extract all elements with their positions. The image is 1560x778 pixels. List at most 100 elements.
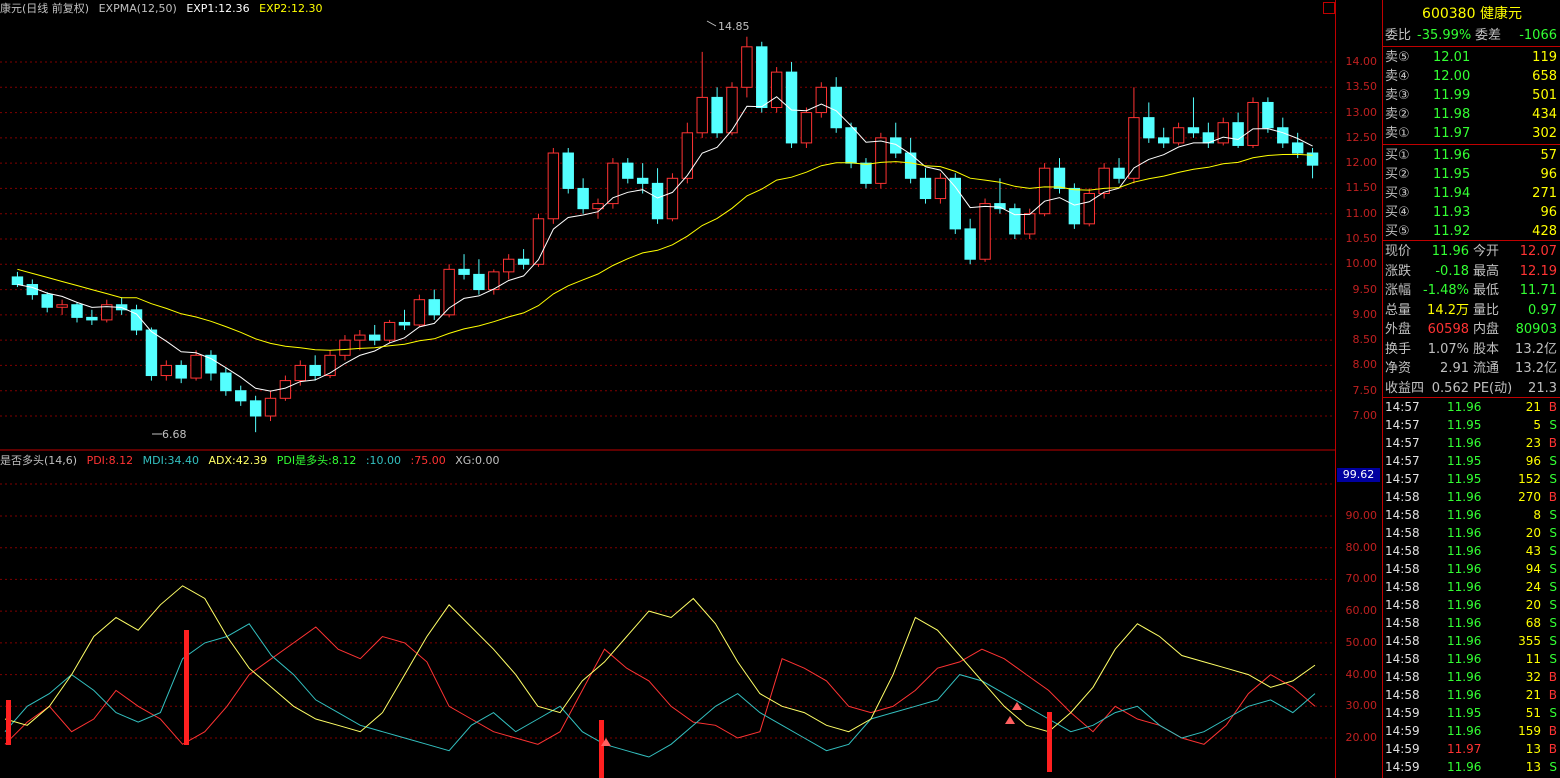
stat-label: 最低 [1473,283,1500,298]
tick-time: 14:58 [1385,508,1420,522]
mdi-label: MDI:34.40 [142,454,200,467]
sell-level-label: 卖① [1385,126,1410,141]
tick-price: 11.96 [1447,508,1482,522]
candle-body [830,86,842,129]
candle-body [86,316,98,321]
signal-bar [599,720,604,778]
buy-level-volume: 271 [1532,186,1557,201]
tick-volume: 355 [1518,634,1541,648]
stat-label: 外盘 [1385,322,1412,337]
signal-bar [6,700,11,745]
tick-time: 14:59 [1385,742,1420,756]
candle-body [1053,167,1066,189]
buy-level-label: 买① [1385,148,1410,163]
candle-body [607,162,619,205]
divider [1383,144,1560,145]
buy-arrow-icon [1005,716,1015,724]
price-tick-label: 13.50 [1345,80,1378,94]
tick-direction: S [1549,706,1557,720]
candle-body [1113,167,1125,179]
tick-price: 11.96 [1447,688,1482,702]
candle-body [845,127,857,164]
tick-row: 14:57 11.96 23 B [1383,434,1560,452]
candle-body [949,177,961,230]
candle-body [398,321,411,326]
quote-panel: 600380 健康元 委比 -35.99% 委差 -1066 卖⑤ 12.01 11… [1382,0,1560,778]
candle-body [1187,127,1200,134]
sell-level-price: 11.98 [1433,107,1471,122]
tick-volume: 94 [1525,562,1541,576]
sell-level-label: 卖④ [1385,69,1410,84]
stat-label: 内盘 [1473,322,1500,337]
candle-body [235,390,247,402]
tick-volume: 5 [1533,418,1541,432]
indicator-tick-label: 40.00 [1345,667,1378,681]
chart-area[interactable]: 14.85 6.68 康元(日线 前复权) EXPMA(12,50) EXP1:1… [0,0,1335,778]
kline-chart[interactable]: 14.85 6.68 [0,0,1335,778]
buy-level-label: 买② [1385,167,1410,182]
tick-row: 14:58 11.96 32 B [1383,668,1560,686]
tick-time: 14:58 [1385,652,1420,666]
stat-label: 总量 [1385,302,1412,318]
expma-label: EXPMA(12,50) [98,2,177,15]
candle-body [919,177,932,200]
stock-header: 600380 健康元 [1383,3,1560,23]
tick-time: 14:57 [1385,436,1420,450]
buy-level-price: 11.95 [1433,167,1471,182]
candle-body [443,268,455,316]
indicator-header: 是否多头(14,6) PDI:8.12 MDI:34.40 ADX:42.39 … [0,452,505,468]
tick-volume: 24 [1525,580,1541,594]
tick-volume: 23 [1525,436,1541,450]
sell-level-price: 11.99 [1433,88,1471,103]
candle-body [458,268,470,275]
weicha-value: -1066 [1519,28,1557,43]
candle-body [517,258,530,265]
buy-arrow-icon [601,738,611,746]
level10-label: :10.00 [365,454,402,467]
candle-body [1128,117,1140,179]
price-tick-label: 11.00 [1345,206,1378,220]
price-tick-label: 12.50 [1345,130,1378,144]
stat-value: 13.2亿 [1515,361,1557,376]
tick-direction: S [1549,418,1557,432]
candle-body [1306,152,1319,166]
tick-price: 11.96 [1447,616,1482,630]
close-icon[interactable] [1323,2,1335,14]
stock-code: 600380 [1422,6,1476,22]
sell-level-volume: 434 [1532,107,1557,122]
high-pointer [706,20,717,27]
tick-row: 14:59 11.96 159 B [1383,722,1560,740]
candle-body [1068,187,1081,225]
sell-level-label: 卖③ [1385,88,1410,103]
candle-body [1277,127,1289,144]
candle-body [205,354,217,374]
tick-direction: S [1549,508,1557,522]
candle-body [473,273,485,291]
stat-row: 净资 2.91 流通 13.2亿 [1383,359,1560,378]
stat-value: 21.3 [1528,380,1557,396]
candle-body [354,334,366,341]
xg-label: XG:0.00 [455,454,500,467]
candle-body [1009,208,1021,235]
tick-row: 14:58 11.96 24 S [1383,578,1560,596]
candle-body [875,137,887,184]
candle-body [994,203,1006,210]
candle-body [696,96,708,134]
buy-level-price: 11.93 [1433,205,1471,220]
tick-row: 14:59 11.95 51 S [1383,704,1560,722]
candle-body [324,354,336,377]
candle-body [532,218,545,265]
candle-body [964,228,976,260]
candle-body [101,304,113,321]
tick-row: 14:58 11.96 43 S [1383,542,1560,560]
candle-body [56,304,68,308]
tick-price: 11.96 [1447,598,1482,612]
tick-row: 14:59 11.96 13 S [1383,758,1560,776]
candle-body [294,364,306,382]
tick-time: 14:58 [1385,670,1420,684]
buy-level-row: 买⑤ 11.92 428 [1383,222,1560,241]
buy-level-label: 买③ [1385,186,1410,201]
indicator-tick-label: 80.00 [1345,540,1378,554]
candle-body [756,46,768,109]
candle-body [770,71,783,109]
